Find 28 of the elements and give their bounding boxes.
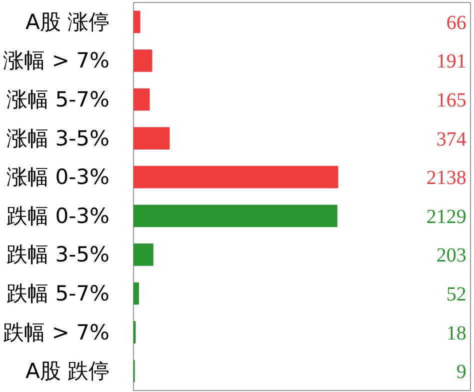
data-label: 203 (436, 244, 466, 267)
data-label: 52 (446, 284, 466, 306)
bar (134, 244, 154, 266)
y-tick-label: A股 跌停 (25, 359, 110, 384)
data-label: 2138 (426, 167, 466, 190)
bar (134, 88, 150, 111)
bar (134, 127, 170, 150)
data-label: 2129 (426, 206, 466, 228)
data-label: 165 (436, 90, 466, 112)
y-tick-label: 跌幅 0-3% (6, 204, 110, 228)
bar (134, 10, 140, 34)
bar (134, 204, 338, 228)
y-tick-label: 跌幅 5-7% (6, 282, 110, 306)
bar (134, 50, 152, 72)
y-tick-label: 跌幅 3-5% (6, 242, 110, 267)
data-label: 191 (436, 50, 466, 73)
data-label: 66 (446, 12, 466, 34)
data-label: 9 (456, 361, 466, 384)
y-tick-label: 涨幅 0-3% (6, 165, 110, 190)
bar (134, 282, 139, 305)
bar (134, 166, 338, 188)
y-tick-label: 跌幅 > 7% (3, 320, 110, 344)
y-tick-label: A股 涨停 (25, 10, 110, 34)
data-label: 18 (446, 322, 466, 344)
data-label: 374 (436, 128, 466, 150)
y-tick-label: 涨幅 3-5% (6, 126, 110, 150)
y-tick-label: 涨幅 > 7% (3, 48, 110, 73)
y-tick-label: 涨幅 5-7% (6, 88, 110, 112)
